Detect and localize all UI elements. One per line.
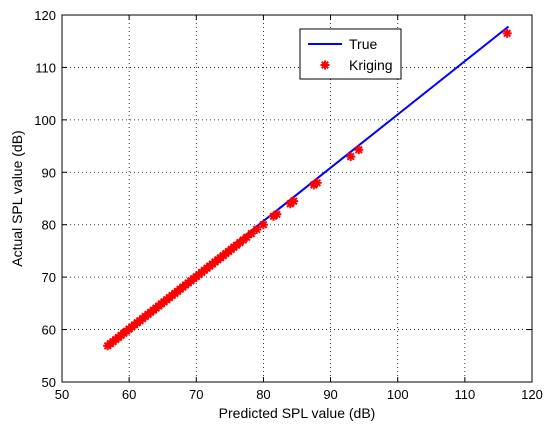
x-tick-label: 80 <box>256 387 270 402</box>
legend-marker-sample <box>320 60 330 70</box>
legend-label-kriging: Kriging <box>349 57 393 73</box>
x-tick-label: 120 <box>521 387 543 402</box>
legend-star-marker <box>320 60 330 70</box>
x-tick-label: 100 <box>387 387 409 402</box>
x-tick-label: 60 <box>122 387 136 402</box>
legend-box <box>299 28 402 80</box>
y-tick-label: 110 <box>35 60 56 75</box>
data-point-kriging <box>312 178 322 188</box>
y-tick-label: 60 <box>42 323 56 338</box>
legend: True Kriging <box>299 28 402 80</box>
y-tick-label: 90 <box>42 165 56 180</box>
series-layer <box>103 25 512 351</box>
y-tick-label: 70 <box>42 270 56 285</box>
x-axis-label: Predicted SPL value (dB) <box>219 405 376 421</box>
y-axis-label: Actual SPL value (dB) <box>9 130 25 266</box>
y-tick-label: 50 <box>42 375 56 390</box>
data-point-kriging <box>289 196 299 206</box>
y-tick-label: 120 <box>34 8 56 23</box>
legend-label-true: True <box>349 36 377 52</box>
tick-marks <box>61 14 533 383</box>
data-point-kriging <box>258 220 268 230</box>
x-tick-label: 110 <box>454 387 475 402</box>
data-point-kriging <box>502 28 512 38</box>
x-tick-label: 70 <box>189 387 203 402</box>
data-point-kriging <box>354 145 364 155</box>
data-point-kriging <box>252 224 262 234</box>
data-point-kriging <box>272 209 282 219</box>
plot-frame <box>61 14 533 383</box>
tick-labels: 50 60 70 80 90 100 110 120 50 60 70 80 90 100 110 120 <box>34 8 543 402</box>
y-tick-label: 100 <box>34 113 56 128</box>
x-tick-label: 90 <box>323 387 337 402</box>
data-point-kriging <box>346 152 356 162</box>
x-tick-label: 50 <box>55 387 69 402</box>
y-tick-label: 80 <box>42 218 56 233</box>
